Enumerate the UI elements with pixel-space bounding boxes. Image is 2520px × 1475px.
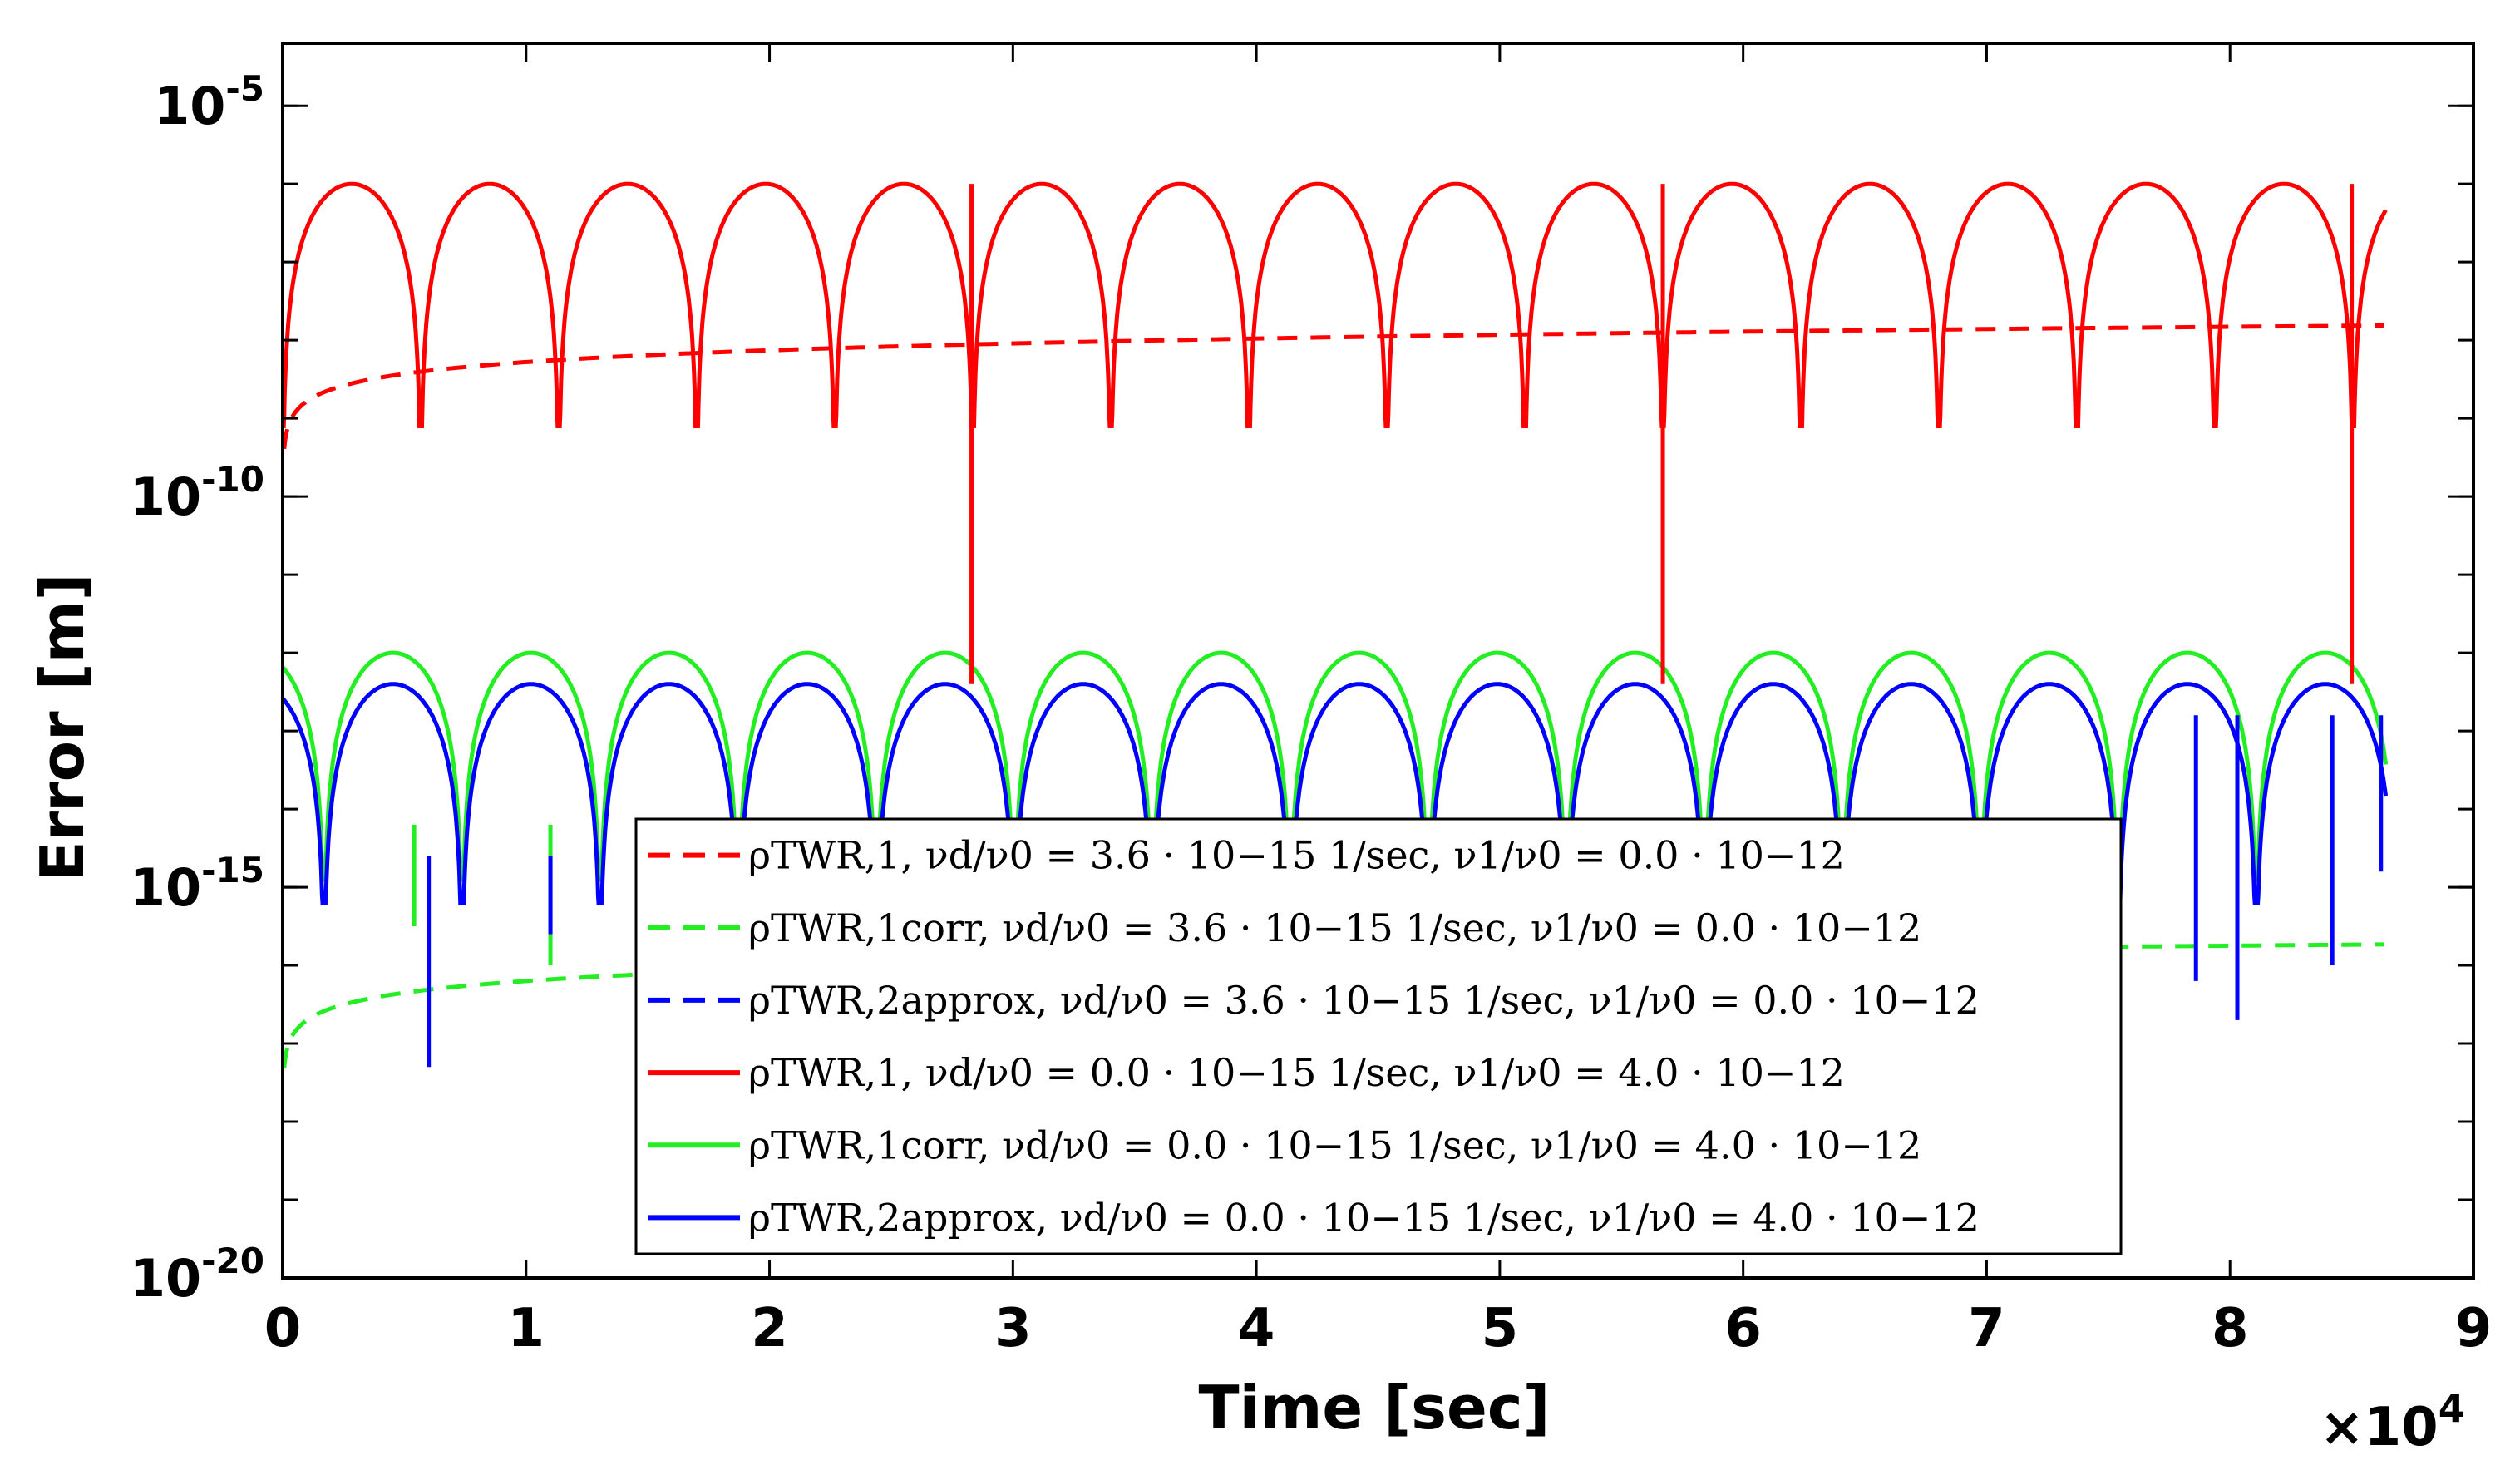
y-tick-label: 10-5 xyxy=(154,68,264,136)
y-tick-label: 10-15 xyxy=(130,850,264,918)
y-tick-exponent: -20 xyxy=(201,1241,264,1281)
x-axis-title: Time [sec] xyxy=(1199,1373,1551,1443)
legend-box xyxy=(634,817,2123,1255)
legend-label: ρTWR,1corr, νd/ν0 = 0.0 · 10−15 1/sec, ν… xyxy=(748,1122,1921,1167)
x-tick-label: 0 xyxy=(264,1298,302,1359)
x-multiplier-label: ×104 xyxy=(2320,1386,2465,1458)
y-tick-base: 10 xyxy=(130,466,201,527)
legend-label: ρTWR,2approx, νd/ν0 = 3.6 · 10−15 1/sec,… xyxy=(748,978,1980,1023)
legend-label: ρTWR,1corr, νd/ν0 = 3.6 · 10−15 1/sec, ν… xyxy=(748,905,1921,950)
y-tick-base: 10 xyxy=(130,857,201,918)
x-multiplier-base: ×10 xyxy=(2320,1397,2439,1458)
axes-box xyxy=(281,42,2475,1280)
x-tick-label: 6 xyxy=(1724,1298,1762,1359)
x-tick-label: 9 xyxy=(2455,1298,2493,1359)
y-tick-label: 10-20 xyxy=(130,1241,264,1309)
y-axis-title: Error [m] xyxy=(27,573,97,881)
series-line-5 xyxy=(283,682,2389,905)
x-axis: 0 1 2 3 4 5 6 7 8 9 xyxy=(264,43,2493,1359)
y-tick-base: 10 xyxy=(154,76,225,136)
x-tick-label: 1 xyxy=(508,1298,545,1359)
x-tick-label: 3 xyxy=(994,1298,1032,1359)
legend-label: ρTWR,1, νd/ν0 = 0.0 · 10−15 1/sec, ν1/ν0… xyxy=(748,1050,1845,1095)
series-line-0 xyxy=(283,323,2384,450)
legend-label: ρTWR,1, νd/ν0 = 3.6 · 10−15 1/sec, ν1/ν0… xyxy=(748,833,1845,878)
legend-label: ρTWR,2approx, νd/ν0 = 0.0 · 10−15 1/sec,… xyxy=(748,1195,1980,1240)
y-tick-exponent: -10 xyxy=(201,459,264,500)
x-tick-label: 8 xyxy=(2212,1298,2249,1359)
legend: ρTWR,1, νd/ν0 = 3.6 · 10−15 1/sec, ν1/ν0… xyxy=(634,817,2123,1255)
x-multiplier-exponent: 4 xyxy=(2439,1386,2465,1431)
y-tick-base: 10 xyxy=(130,1248,201,1309)
series-line-4 xyxy=(283,650,2389,882)
x-tick-label: 7 xyxy=(1968,1298,2005,1359)
x-tick-label: 2 xyxy=(751,1298,788,1359)
axes-frame xyxy=(281,42,2475,1280)
y-tick-exponent: -15 xyxy=(201,850,264,890)
x-tick-label: 4 xyxy=(1238,1298,1275,1359)
y-tick-exponent: -5 xyxy=(225,68,264,109)
series-line-3 xyxy=(283,181,2388,428)
x-tick-label: 5 xyxy=(1482,1298,1519,1359)
y-tick-label: 10-10 xyxy=(130,459,264,527)
